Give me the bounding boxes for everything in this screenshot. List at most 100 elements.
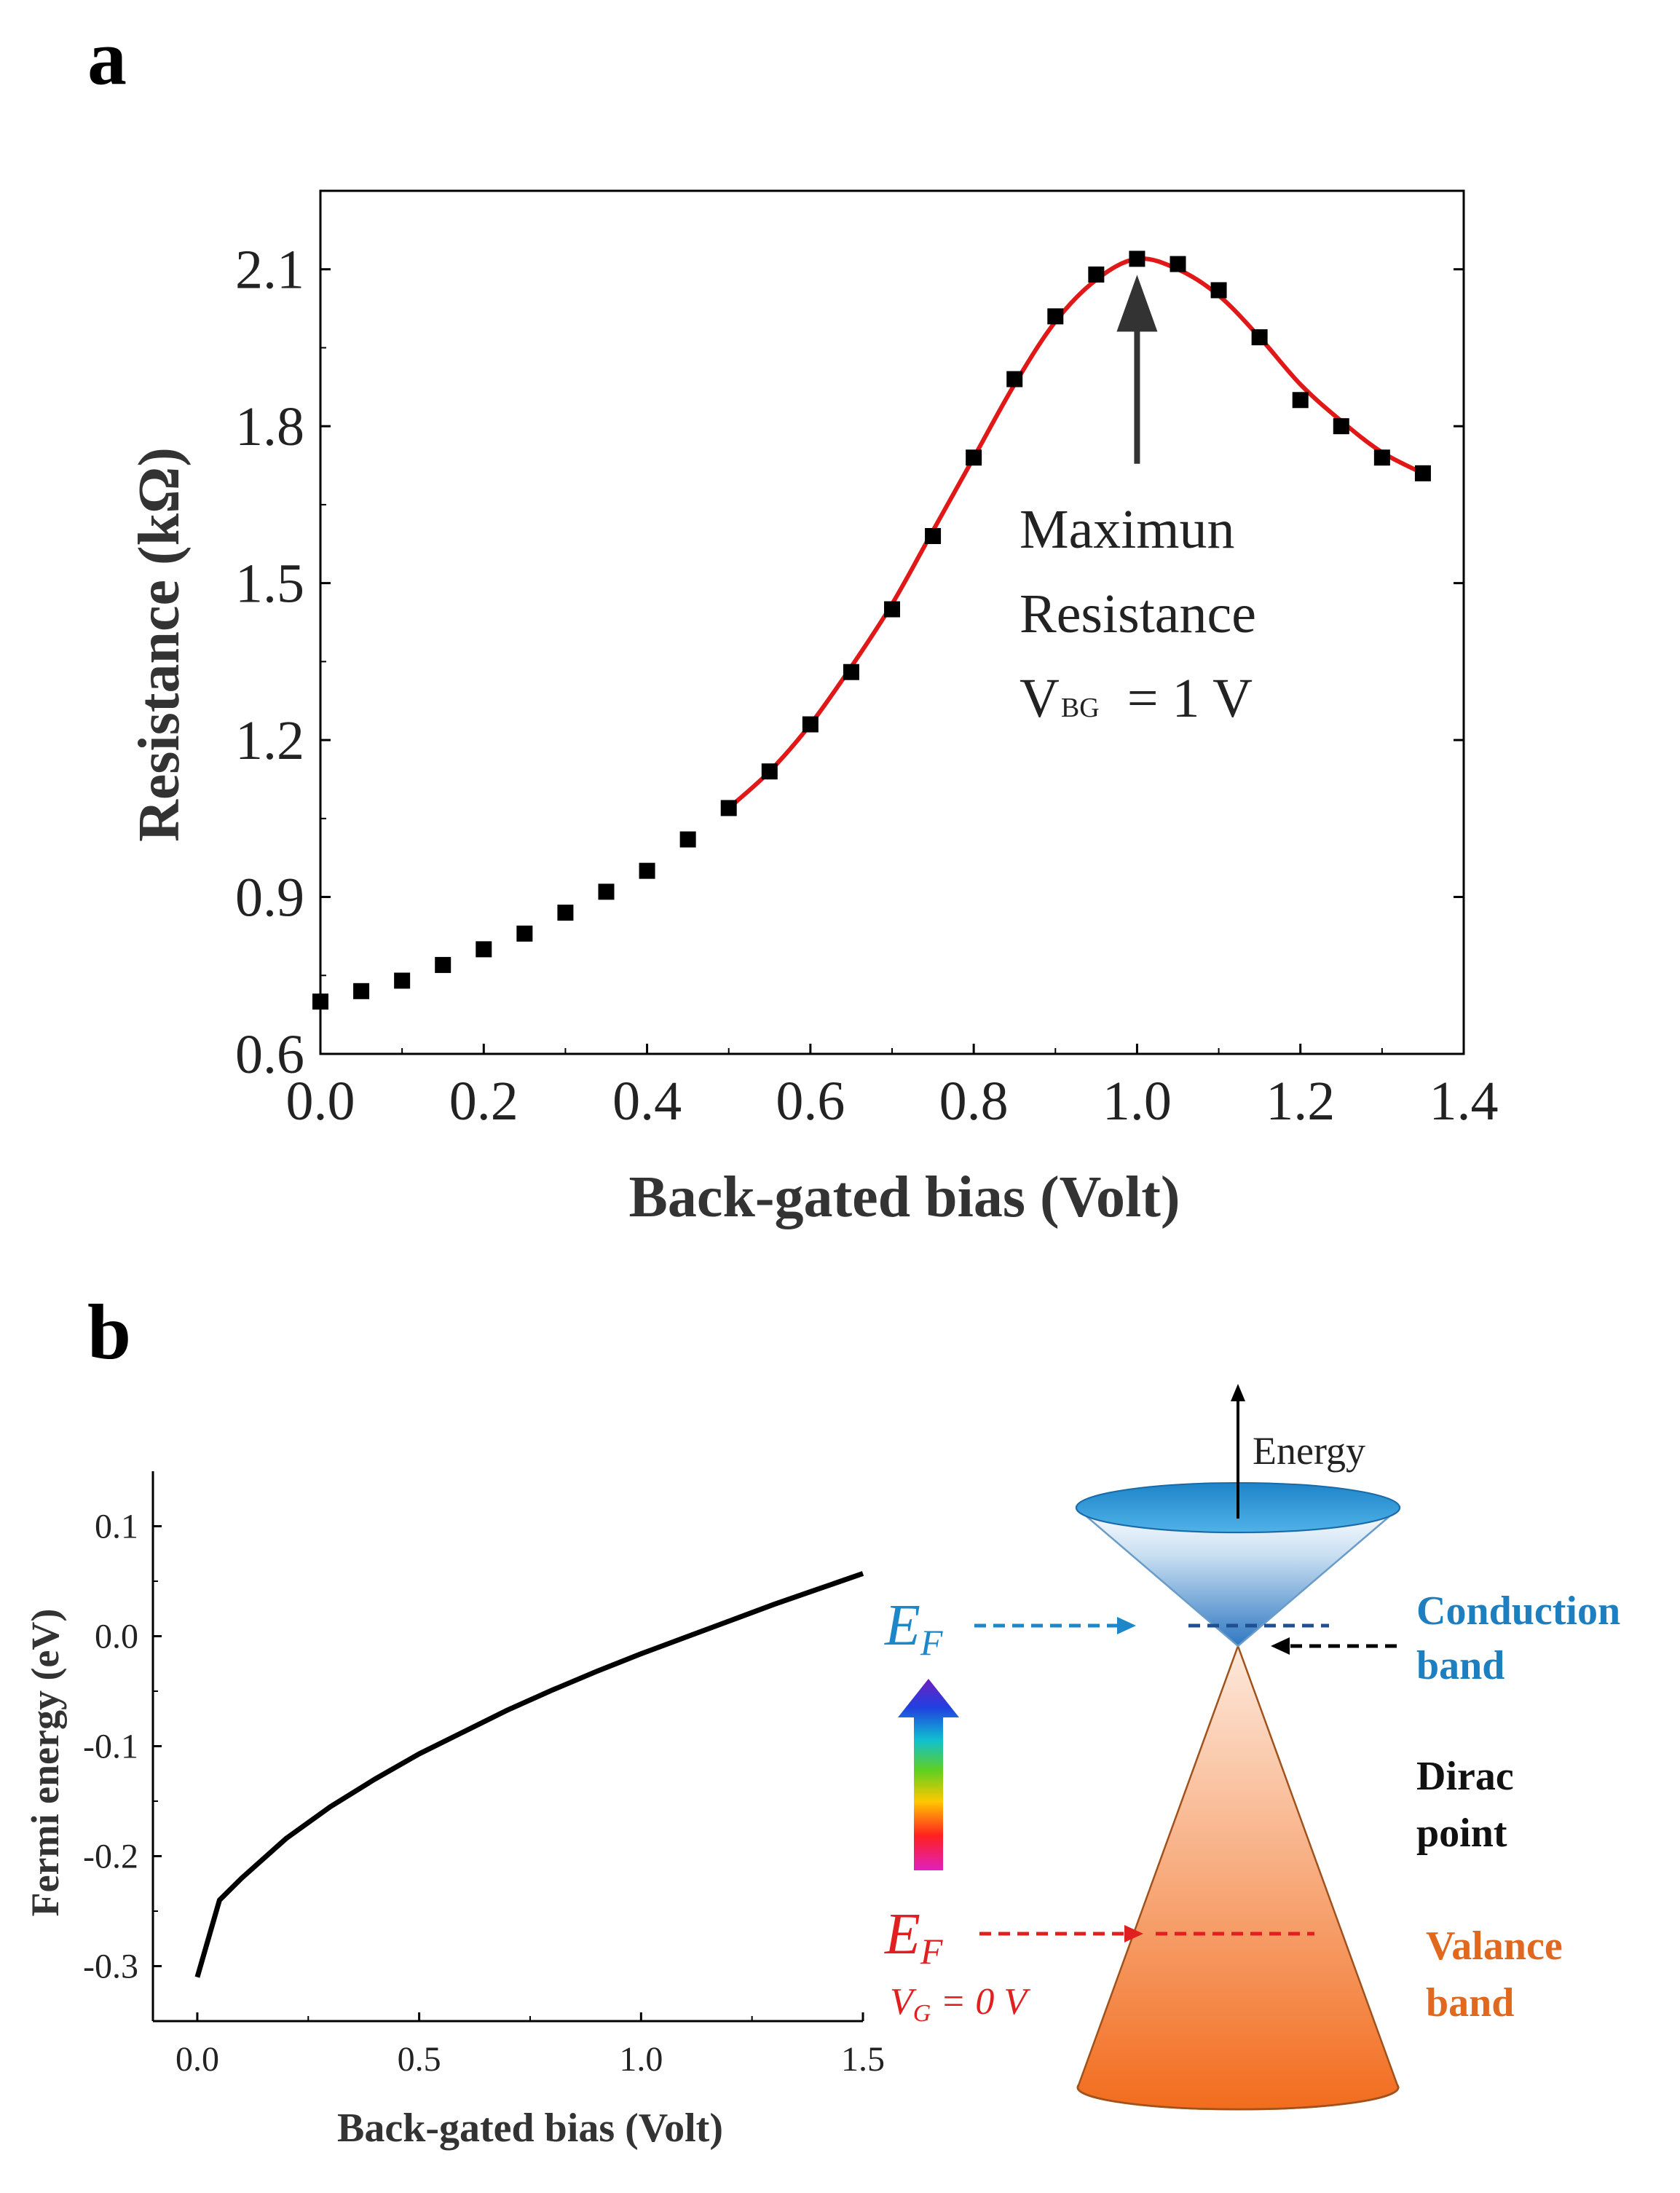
vg-label: VG = 0 V bbox=[890, 1981, 1030, 2027]
data-point bbox=[1373, 449, 1390, 466]
x-tick-label-a: 0.4 bbox=[612, 1071, 682, 1132]
data-point bbox=[884, 601, 900, 618]
vg-value: = 0 V bbox=[931, 1981, 1030, 2023]
conduction-band-label-2: band bbox=[1416, 1643, 1504, 1688]
y-tick-label-a: 1.8 bbox=[235, 396, 304, 457]
y-tick-label-a: 0.9 bbox=[235, 867, 304, 929]
data-point bbox=[1292, 392, 1309, 409]
valance-band-label-1: Valance bbox=[1426, 1924, 1563, 1969]
dirac-point-label-2: point bbox=[1416, 1811, 1507, 1856]
y-axis-ticks-a: 0.6 0.9 1.2 1.5 1.8 2.1 bbox=[235, 240, 1464, 1085]
data-point bbox=[1170, 256, 1186, 272]
plot-frame-a bbox=[319, 189, 1465, 1055]
x-tick-label-a: 1.2 bbox=[1266, 1071, 1335, 1132]
data-point bbox=[1414, 465, 1431, 481]
ef-top-label: EF bbox=[884, 1594, 943, 1663]
data-point bbox=[557, 905, 574, 921]
annotation-vbg: VBG = 1 V bbox=[1020, 668, 1253, 729]
data-point bbox=[353, 983, 370, 999]
y-tick-label-b: -0.3 bbox=[83, 1948, 138, 1986]
data-point bbox=[925, 528, 942, 544]
x-axis-ticks-a: 0.0 0.2 0.4 0.6 0.8 1.0 1.2 1.4 bbox=[286, 1044, 1499, 1132]
data-point bbox=[843, 664, 859, 680]
dirac-cone-diagram: Energy EF EF VG = 0 V Conduction band Di… bbox=[884, 1384, 1620, 2111]
data-point bbox=[966, 449, 982, 466]
fermi-energy-line bbox=[194, 1571, 864, 1978]
data-point bbox=[1047, 308, 1064, 325]
y-tick-label-a: 1.5 bbox=[235, 554, 304, 615]
panel-a: a 0.6 0.9 1.2 1.5 1.8 2.1 0.0 0.2 0.4 0.6 0.8 1.0 1… bbox=[87, 15, 1499, 1229]
data-point bbox=[1210, 282, 1227, 299]
energy-label: Energy bbox=[1253, 1429, 1365, 1473]
data-point bbox=[1088, 266, 1105, 283]
ef-bottom-symbol: E bbox=[884, 1902, 920, 1966]
y-tick-label-a: 2.1 bbox=[235, 240, 304, 301]
plot-area-b bbox=[194, 1571, 864, 1978]
y-tick-label-b: -0.2 bbox=[83, 1838, 138, 1876]
vbg-value: = 1 V bbox=[1127, 668, 1253, 729]
x-tick-label-a: 0.6 bbox=[776, 1071, 845, 1132]
max-resistance-arrow bbox=[1116, 275, 1158, 464]
x-axis-label-a: Back-gated bias (Volt) bbox=[628, 1165, 1180, 1229]
data-point bbox=[1251, 329, 1268, 346]
x-tick-label-a: 1.4 bbox=[1429, 1071, 1499, 1132]
ef-top-symbol: E bbox=[884, 1594, 920, 1658]
y-axis-ticks-b: -0.3 -0.2 -0.1 0.0 0.1 bbox=[83, 1508, 162, 2022]
data-point bbox=[476, 941, 492, 958]
ef-top-arrowhead bbox=[1117, 1617, 1136, 1634]
data-point bbox=[598, 883, 615, 900]
y-tick-label-a: 0.6 bbox=[235, 1024, 304, 1085]
vbg-sub: BG bbox=[1061, 693, 1100, 723]
x-tick-label-a: 1.0 bbox=[1103, 1071, 1172, 1132]
ef-bottom-arrowhead bbox=[1124, 1925, 1143, 1942]
y-axis-label-a: Resistance (kΩ) bbox=[127, 447, 192, 842]
dirac-point-arrowhead bbox=[1271, 1637, 1290, 1655]
panel-a-label: a bbox=[87, 15, 127, 101]
dirac-point-label-1: Dirac bbox=[1416, 1754, 1514, 1799]
annotation-line-2: Resistance bbox=[1020, 583, 1256, 645]
data-point bbox=[639, 862, 655, 879]
annotation-line-1: Maximun bbox=[1020, 499, 1235, 560]
data-point bbox=[720, 800, 737, 816]
max-resistance-annotation: Maximun Resistance VBG = 1 V bbox=[1020, 275, 1256, 729]
plot-area-a bbox=[312, 251, 1431, 1010]
conduction-band-label-1: Conduction bbox=[1416, 1588, 1620, 1634]
data-point bbox=[1129, 251, 1145, 267]
x-axis-label-b: Back-gated bias (Volt) bbox=[337, 2106, 723, 2151]
x-axis-ticks-b: 0.0 0.5 1.0 1.5 bbox=[176, 2012, 885, 2079]
x-tick-label-b: 0.0 bbox=[176, 2040, 219, 2079]
panel-b-label: b bbox=[87, 1289, 131, 1376]
data-point bbox=[679, 831, 696, 848]
x-tick-label-a: 0.8 bbox=[939, 1071, 1009, 1132]
ef-top-sub: F bbox=[920, 1622, 943, 1663]
data-point bbox=[394, 972, 411, 989]
data-point bbox=[435, 956, 451, 973]
data-point bbox=[802, 716, 819, 733]
valence-cone-body-main bbox=[1076, 1643, 1400, 2111]
y-tick-label-a: 1.2 bbox=[235, 710, 304, 771]
data-point bbox=[312, 993, 328, 1010]
panel-b: b -0.3 -0.2 -0.1 0.0 0.1 0.0 0.5 1.0 1.5 Fermi … bbox=[23, 1289, 885, 2151]
y-tick-label-b: 0.0 bbox=[95, 1618, 138, 1656]
x-tick-label-b: 1.0 bbox=[619, 2040, 663, 2079]
vbg-main: V bbox=[1020, 668, 1060, 729]
y-tick-label-b: -0.1 bbox=[83, 1728, 138, 1766]
vg-sub: G bbox=[913, 2000, 931, 2027]
data-point bbox=[1006, 371, 1023, 387]
fermi-shift-rainbow-arrow bbox=[898, 1679, 959, 1870]
ef-bottom-sub: F bbox=[920, 1931, 943, 1972]
ef-bottom-label: EF bbox=[884, 1902, 943, 1972]
data-point bbox=[761, 763, 778, 780]
x-tick-label-b: 1.5 bbox=[841, 2040, 885, 2079]
valance-band-label-2: band bbox=[1426, 1980, 1514, 2025]
energy-arrowhead bbox=[1231, 1384, 1245, 1401]
x-tick-label-a: 0.2 bbox=[449, 1071, 518, 1132]
x-tick-label-b: 0.5 bbox=[398, 2040, 441, 2079]
data-point bbox=[516, 925, 533, 942]
y-tick-label-b: 0.1 bbox=[95, 1508, 138, 1546]
y-axis-label-b: Fermi energy (eV) bbox=[23, 1609, 67, 1917]
data-point bbox=[1333, 418, 1349, 435]
vg-symbol: V bbox=[890, 1981, 917, 2023]
x-tick-label-a: 0.0 bbox=[286, 1071, 355, 1132]
